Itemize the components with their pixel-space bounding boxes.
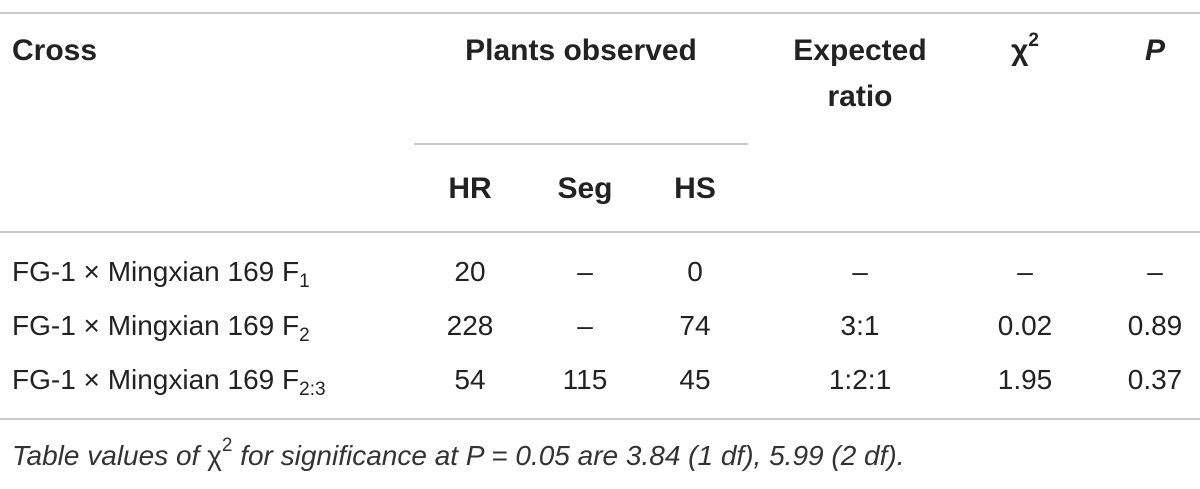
header-expected-ratio-line1: Expected <box>793 34 927 67</box>
row-2-cross: FG-1 × Mingxian 169 F2 <box>12 310 310 346</box>
header-expected-ratio-line2: ratio <box>827 80 893 113</box>
table-footnote: Table values of χ2 for significance at P… <box>12 435 905 471</box>
row-3-cross: FG-1 × Mingxian 169 F2:3 <box>12 364 326 400</box>
row-1-ratio: – <box>852 256 868 287</box>
row-1-hs: 0 <box>687 256 703 287</box>
row-2-seg: – <box>577 310 593 341</box>
row-1-p: – <box>1147 256 1163 287</box>
header-cross: Cross <box>12 34 98 67</box>
row-1-cross: FG-1 × Mingxian 169 F1 <box>12 256 310 292</box>
plants-observed-underline <box>414 143 748 145</box>
header-chi-symbol: χ <box>1011 34 1029 67</box>
row-2-chi2: 0.02 <box>997 310 1053 341</box>
header-hr: HR <box>448 172 492 205</box>
row-3-hs: 45 <box>679 364 711 395</box>
header-bottom-rule <box>0 231 1200 233</box>
row-1-chi2: – <box>1017 256 1033 287</box>
header-plants-observed: Plants observed <box>465 34 697 67</box>
row-3-p: 0.37 <box>1127 364 1183 395</box>
row-3-ratio: 1:2:1 <box>828 364 892 395</box>
row-2-hr: 228 <box>446 310 494 341</box>
row-3-hr: 54 <box>454 364 486 395</box>
header-chi-power: 2 <box>1028 30 1039 51</box>
row-1-seg: – <box>577 256 593 287</box>
header-p: P <box>1144 34 1165 67</box>
table-bottom-rule <box>0 418 1200 420</box>
row-2-p: 0.89 <box>1127 310 1183 341</box>
header-seg: Seg <box>557 172 613 205</box>
header-chi-square: χ2 <box>975 31 1075 68</box>
top-rule <box>0 12 1200 14</box>
header-hs: HS <box>674 172 716 205</box>
row-3-chi2: 1.95 <box>997 364 1053 395</box>
row-2-hs: 74 <box>679 310 711 341</box>
row-3-seg: 115 <box>562 364 608 395</box>
row-1-hr: 20 <box>454 256 486 287</box>
row-2-ratio: 3:1 <box>840 310 880 341</box>
